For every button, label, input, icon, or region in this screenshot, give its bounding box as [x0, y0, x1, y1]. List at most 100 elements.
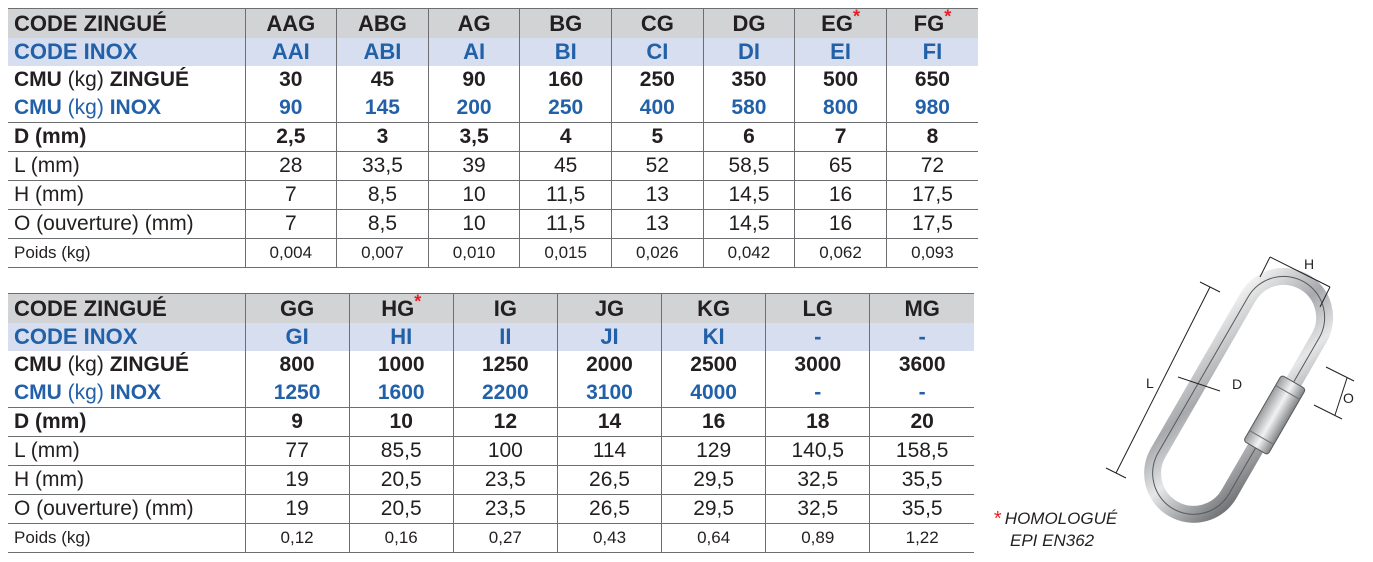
opening-value: 20,5 — [380, 497, 422, 520]
cmu-inox-value: 2200 — [481, 381, 529, 404]
diameter-value: 7 — [834, 125, 847, 148]
length-value: 114 — [592, 439, 627, 462]
cmu-zingue-label: CMU (kg) ZINGUÉ — [8, 351, 245, 379]
diameter-value: 16 — [701, 410, 726, 433]
height-value: 23,5 — [484, 468, 526, 491]
code-inox-cell: AAI — [244, 38, 337, 66]
code-inox-cell: - — [869, 323, 974, 351]
diameter-value: 10 — [389, 410, 413, 433]
code-zingue-value: ABG — [357, 10, 407, 36]
cmu-unit: (kg) — [67, 96, 104, 119]
length-cell: 158,5 — [869, 436, 974, 466]
code-inox-cell: FI — [885, 38, 978, 66]
code-zingue-cell: ABG — [336, 8, 429, 38]
height-cell: 7 — [244, 180, 337, 210]
code-inox-cell: II — [452, 323, 558, 351]
code-zingue-cell: FG* — [885, 7, 978, 38]
height-value: 26,5 — [589, 468, 630, 491]
code-zingue-cell: HG* — [348, 292, 454, 323]
cmu-zingue-cell: 2500 — [661, 351, 766, 379]
cmu-zingue-cell: 3000 — [765, 351, 870, 379]
opening-value: 32,5 — [797, 497, 839, 520]
code-zingue-value: AAG — [266, 10, 316, 36]
weight-label: Poids (kg) — [8, 523, 245, 553]
weight-value: 0,062 — [819, 243, 862, 262]
opening-cell: 17,5 — [885, 209, 978, 239]
code-zingue-value: CG — [640, 10, 674, 36]
length-label: L (mm) — [8, 151, 245, 181]
cmu-zingue-value: 1000 — [377, 353, 425, 376]
height-value: 16 — [828, 183, 853, 206]
weight-value: 1,22 — [905, 528, 939, 547]
length-value: 100 — [487, 439, 523, 462]
diameter-value: 20 — [910, 410, 934, 433]
code-zingue-row: CODE ZINGUÉ GG HG* IG JG KG LG MG — [8, 292, 974, 323]
code-zingue-value: JG — [594, 295, 625, 321]
length-cell: 39 — [427, 151, 520, 181]
opening-cell: 13 — [611, 209, 704, 239]
diameter-value: 2,5 — [276, 125, 306, 148]
height-value: 8,5 — [367, 183, 398, 206]
opening-label: O (ouverture) (mm) — [8, 209, 245, 239]
weight-cell: 1,22 — [869, 523, 974, 553]
note-line-2: EPI EN362 — [1010, 531, 1095, 550]
weight-value: 0,093 — [911, 243, 954, 262]
cmu-inox-label: CMU (kg) INOX — [8, 94, 245, 123]
opening-value: 26,5 — [589, 497, 630, 520]
weight-cell: 0,042 — [702, 238, 795, 268]
weight-cell: 0,026 — [611, 238, 704, 268]
code-inox-cell: JI — [556, 323, 662, 351]
cmu-material: INOX — [109, 381, 162, 404]
height-cell: 13 — [611, 180, 704, 210]
diameter-cell: 3,5 — [427, 122, 520, 152]
cmu-inox-cell: 580 — [702, 94, 795, 123]
code-zingue-cell: AAG — [244, 8, 337, 38]
code-inox-cell: GI — [244, 323, 350, 351]
cmu-inox-cell: 2200 — [452, 379, 558, 408]
length-value: 58,5 — [728, 154, 770, 177]
cmu-inox-cell: - — [765, 379, 870, 408]
diameter-cell: 10 — [348, 407, 454, 437]
code-inox-label: CODE INOX — [8, 38, 245, 66]
diameter-label: D (mm) — [8, 407, 245, 437]
code-inox-value: - — [918, 324, 926, 349]
code-zingue-cell: EG* — [794, 7, 887, 38]
code-zingue-label: CODE ZINGUÉ — [8, 293, 245, 323]
weight-cell: 0,27 — [452, 523, 558, 553]
cmu-inox-label: CMU (kg) INOX — [8, 379, 245, 408]
diameter-value: 18 — [806, 410, 830, 433]
height-value: 11,5 — [546, 183, 586, 206]
code-zingue-value: HG — [381, 295, 415, 321]
cmu-zingue-value: 45 — [370, 68, 395, 91]
cmu-zingue-value: 160 — [548, 68, 584, 91]
code-zingue-value: KG — [697, 295, 731, 321]
diameter-cell: 12 — [452, 407, 558, 437]
cmu-zingue-value: 3600 — [898, 353, 946, 376]
length-cell: 129 — [661, 436, 766, 466]
weight-value: 0,015 — [544, 243, 587, 262]
cmu-zingue-cell: 30 — [244, 66, 337, 94]
code-inox-cell: - — [765, 323, 870, 351]
spec-table-2: CODE ZINGUÉ GG HG* IG JG KG LG MG CODE INOX GI HI I… — [8, 292, 974, 553]
opening-cell: 16 — [794, 209, 887, 239]
label-l: L — [1146, 375, 1154, 391]
diameter-cell: 2,5 — [244, 122, 337, 152]
cmu-prefix: CMU — [14, 96, 62, 119]
code-zingue-value: LG — [802, 295, 834, 321]
label-h: H — [1304, 256, 1314, 272]
code-zingue-value: AG — [457, 10, 491, 36]
cmu-zingue-cell: 500 — [794, 66, 887, 94]
height-cell: 32,5 — [765, 465, 870, 495]
weight-cell: 0,16 — [348, 523, 454, 553]
opening-label: O (ouverture) (mm) — [8, 494, 245, 524]
code-inox-value: - — [814, 324, 822, 349]
length-value: 158,5 — [895, 439, 949, 462]
cmu-inox-cell: 980 — [885, 94, 978, 123]
code-zingue-value: FG — [913, 10, 945, 36]
cmu-zingue-cell: 3600 — [869, 351, 974, 379]
code-inox-value: AAI — [271, 39, 310, 64]
cmu-inox-value: 4000 — [690, 381, 737, 404]
cmu-inox-value: 3100 — [586, 381, 633, 404]
height-cell: 10 — [427, 180, 520, 210]
code-inox-value: HI — [390, 324, 413, 349]
